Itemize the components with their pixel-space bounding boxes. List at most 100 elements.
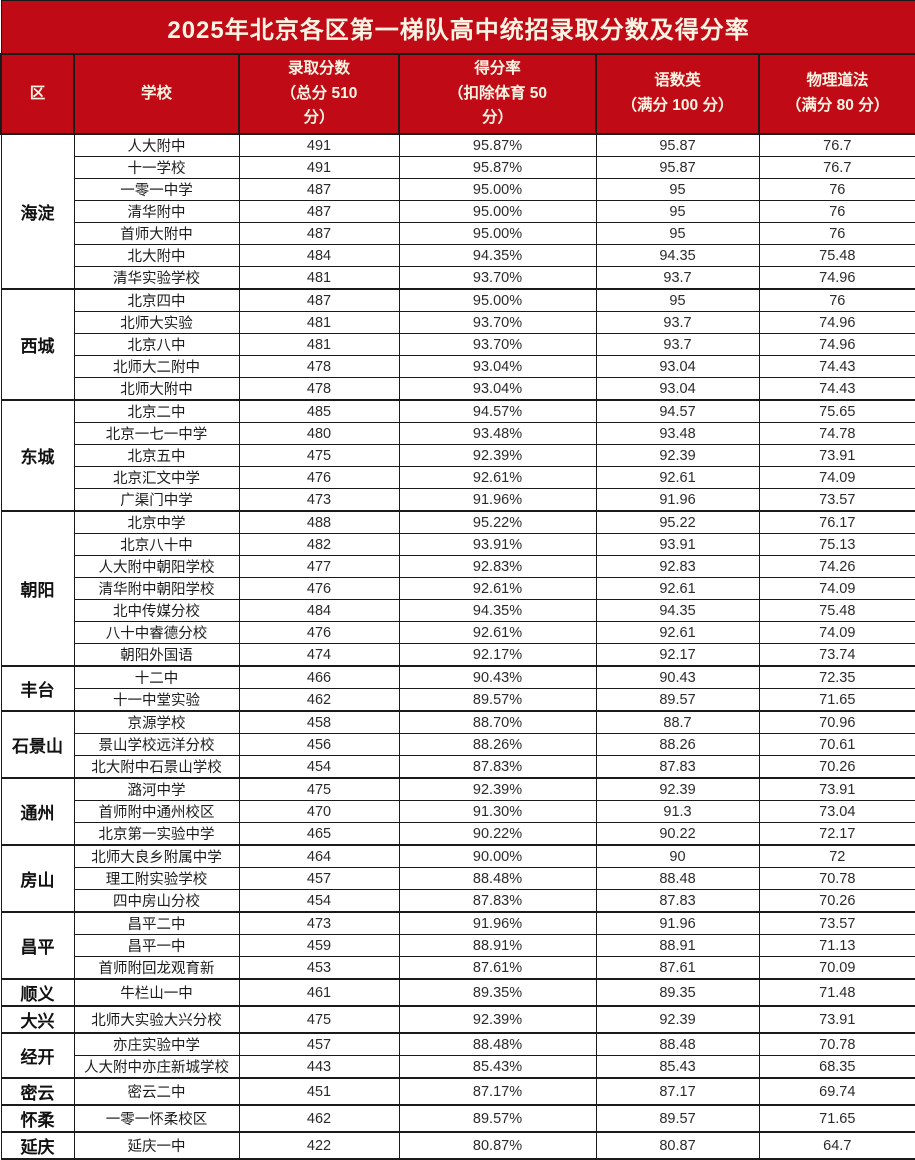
school-cell: 北师大实验大兴分校 [73, 1005, 240, 1034]
table-row: 怀柔 一零一怀柔校区 462 89.57% 89.57 71.65 [0, 1104, 915, 1133]
header-cell-rate: 得分率 （扣除体育 50 分） [398, 53, 597, 135]
table-row: 北京一七一中学 480 93.48% 93.48 74.78 [1, 422, 915, 445]
rate-cell: 85.43% [398, 1055, 597, 1079]
score-cell: 487 [238, 222, 400, 245]
rate-cell: 89.35% [398, 978, 597, 1007]
chinese-math-english-cell: 87.61 [595, 956, 760, 980]
rate-cell: 93.48% [398, 422, 597, 445]
physics-morality-cell: 74.09 [758, 466, 915, 489]
chinese-math-english-cell: 94.57 [595, 399, 760, 423]
school-cell: 首师大附中 [73, 222, 240, 245]
rate-cell: 92.61% [398, 577, 597, 600]
district-cell: 怀柔 [0, 1104, 75, 1133]
physics-morality-cell: 73.91 [758, 1005, 915, 1034]
district-cell: 延庆 [0, 1131, 75, 1160]
table-row: 昌平一中 459 88.91% 88.91 71.13 [1, 934, 915, 957]
score-cell: 487 [238, 178, 400, 201]
rate-cell: 94.35% [398, 244, 597, 267]
physics-morality-cell: 75.13 [758, 533, 915, 556]
score-cell: 473 [238, 911, 400, 935]
score-cell: 476 [238, 466, 400, 489]
chinese-math-english-cell: 89.57 [595, 688, 760, 712]
chinese-math-english-cell: 88.26 [595, 733, 760, 756]
physics-morality-cell: 76.7 [758, 156, 915, 179]
rate-cell: 93.04% [398, 377, 597, 401]
rate-cell: 95.22% [398, 510, 597, 534]
school-cell: 北中传媒分校 [73, 599, 240, 622]
score-cell: 484 [238, 244, 400, 267]
score-cell: 476 [238, 577, 400, 600]
rate-cell: 89.57% [398, 1104, 597, 1133]
chinese-math-english-cell: 95 [595, 222, 760, 245]
physics-morality-cell: 76.7 [758, 133, 915, 157]
rate-cell: 88.26% [398, 733, 597, 756]
school-cell: 清华附中 [73, 200, 240, 223]
table-row: 清华实验学校 481 93.70% 93.7 74.96 [1, 266, 915, 290]
rate-cell: 87.83% [398, 889, 597, 913]
chinese-math-english-cell: 87.83 [595, 889, 760, 913]
score-cell: 456 [238, 733, 400, 756]
school-cell: 延庆一中 [73, 1131, 240, 1160]
table-row: 朝阳 北京中学 488 95.22% 95.22 76.17 [0, 510, 915, 667]
school-cell: 景山学校远洋分校 [73, 733, 240, 756]
score-cell: 481 [238, 266, 400, 290]
header-cell-physics-morality: 物理道法 （满分 80 分） [757, 53, 915, 135]
score-cell: 476 [238, 621, 400, 644]
rate-cell: 92.39% [398, 1005, 597, 1034]
chinese-math-english-cell: 94.35 [595, 599, 760, 622]
score-cell: 475 [238, 777, 400, 801]
physics-morality-cell: 69.74 [758, 1077, 915, 1106]
rate-cell: 93.70% [398, 311, 597, 334]
table-row: 昌平 昌平二中 473 91.96% 91.96 73.57 [0, 911, 915, 980]
table-row: 十一中堂实验 462 89.57% 89.57 71.65 [1, 688, 915, 712]
header-cell-district: 区 [0, 53, 75, 135]
physics-morality-cell: 73.57 [758, 911, 915, 935]
school-cell: 北京第一实验中学 [73, 822, 240, 846]
physics-morality-cell: 74.09 [758, 621, 915, 644]
table-row: 北京五中 475 92.39% 92.39 73.91 [1, 444, 915, 467]
chinese-math-english-cell: 95 [595, 178, 760, 201]
physics-morality-cell: 76 [758, 222, 915, 245]
chinese-math-english-cell: 90.43 [595, 665, 760, 689]
physics-morality-cell: 70.26 [758, 755, 915, 779]
score-cell: 422 [238, 1131, 400, 1160]
table-row: 北师大附中 478 93.04% 93.04 74.43 [1, 377, 915, 401]
chinese-math-english-cell: 93.04 [595, 355, 760, 378]
physics-morality-cell: 68.35 [758, 1055, 915, 1079]
table-row: 北师大二附中 478 93.04% 93.04 74.43 [1, 355, 915, 378]
rate-cell: 95.00% [398, 200, 597, 223]
school-cell: 理工附实验学校 [73, 867, 240, 890]
table-row: 东城 北京二中 485 94.57% 94.57 75.65 [0, 399, 915, 512]
table-row: 一零一中学 487 95.00% 95 76 [1, 178, 915, 201]
table-row: 西城 北京四中 487 95.00% 95 76 [0, 288, 915, 401]
table-row: 清华附中 487 95.00% 95 76 [1, 200, 915, 223]
rate-cell: 89.57% [398, 688, 597, 712]
score-cell: 454 [238, 889, 400, 913]
school-cell: 北京八中 [73, 333, 240, 356]
rate-cell: 91.96% [398, 911, 597, 935]
rate-cell: 90.43% [398, 665, 597, 689]
table-row: 石景山 京源学校 458 88.70% 88.7 70.96 [0, 710, 915, 779]
score-cell: 478 [238, 355, 400, 378]
school-cell: 人大附中亦庄新城学校 [73, 1055, 240, 1079]
chinese-math-english-cell: 95.87 [595, 156, 760, 179]
physics-morality-cell: 70.09 [758, 956, 915, 980]
table-row: 首师大附中 487 95.00% 95 76 [1, 222, 915, 245]
rate-cell: 90.22% [398, 822, 597, 846]
chinese-math-english-cell: 94.35 [595, 244, 760, 267]
rate-cell: 93.70% [398, 266, 597, 290]
school-cell: 十二中 [73, 665, 240, 689]
rate-cell: 95.00% [398, 222, 597, 245]
school-cell: 首师附回龙观育新 [73, 956, 240, 980]
chinese-math-english-cell: 93.48 [595, 422, 760, 445]
score-cell: 461 [238, 978, 400, 1007]
score-cell: 462 [238, 688, 400, 712]
rate-cell: 92.61% [398, 621, 597, 644]
physics-morality-cell: 70.78 [758, 867, 915, 890]
rate-cell: 92.17% [398, 643, 597, 667]
chinese-math-english-cell: 93.7 [595, 333, 760, 356]
score-cell: 482 [238, 533, 400, 556]
chinese-math-english-cell: 95 [595, 200, 760, 223]
school-cell: 北师大附中 [73, 377, 240, 401]
